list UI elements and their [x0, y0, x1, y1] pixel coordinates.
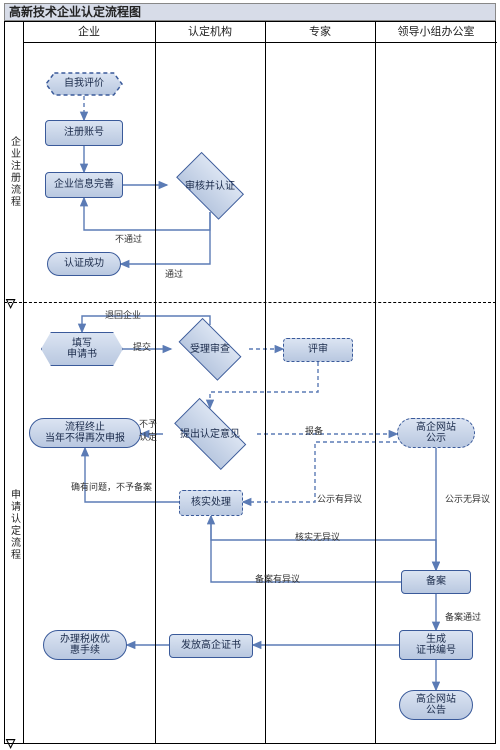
edge-label: 备案有异议 [255, 572, 300, 585]
node-fill_app: 填写 申请书 [41, 332, 123, 366]
node-site_announce: 高企网站 公告 [399, 690, 473, 720]
header-bottom-line [23, 42, 497, 43]
node-propose_opinion: 提出认定意见 [163, 408, 257, 460]
phase-divider [4, 302, 496, 303]
lane-boundary [23, 22, 24, 743]
lane-header-expert: 专家 [265, 22, 375, 42]
node-site_public: 高企网站 公示 [397, 418, 475, 448]
lane-header-agency: 认定机构 [155, 22, 265, 42]
edge-filing-verify [211, 516, 401, 582]
edge-label: 通过 [165, 267, 183, 280]
node-accept_review: 受理审查 [171, 325, 249, 373]
node-filing: 备案 [401, 570, 471, 594]
edge-label: 公示无异议 [445, 492, 490, 505]
node-complete_info: 企业信息完善 [45, 172, 123, 198]
edge-label: 退回企业 [105, 308, 141, 321]
node-audit_cert: 审核并认证 [167, 160, 253, 212]
node-expert_review: 评审 [283, 338, 353, 362]
edge-label: 备案通过 [445, 610, 481, 623]
edge-label: 不通过 [115, 232, 142, 245]
diagram-frame: 企业认定机构专家领导小组办公室企业注册流程申请认定流程 自我评价注册账号企业信息完… [4, 21, 496, 744]
node-issue_cert: 发放高企证书 [169, 634, 253, 658]
edge-verify-filing [211, 516, 436, 570]
lane-boundary [375, 22, 376, 743]
diagram-title: 高新技术企业认定流程图 [4, 3, 496, 21]
node-terminate: 流程终止 当年不得再次申报 [29, 418, 141, 448]
lane-header-enterprise: 企业 [23, 22, 155, 42]
edge-label: 公示有异议 [317, 492, 362, 505]
edge-label: 提交 [133, 340, 151, 353]
node-self_eval: 自我评价 [45, 72, 123, 96]
edge-label: 核实无异议 [295, 530, 340, 543]
lane-boundary [265, 22, 266, 743]
node-gen_cert_no: 生成 证书编号 [399, 630, 473, 660]
edge-label: 不予 认定 [139, 417, 157, 443]
node-tax_pref: 办理税收优 惠手续 [43, 630, 127, 660]
phase-marker: ▽ [6, 296, 15, 310]
phase-label-app: 申请认定流程 [5, 304, 23, 745]
edge-label: 确有问题，不予备案 [71, 480, 152, 493]
node-verify: 核实处理 [179, 490, 243, 516]
lane-boundary [155, 22, 156, 743]
phase-label-reg: 企业注册流程 [5, 42, 23, 302]
node-register: 注册账号 [45, 120, 123, 146]
lane-header-office: 领导小组办公室 [375, 22, 497, 42]
edge-label: 报备 [305, 424, 323, 437]
node-cert_success: 认证成功 [47, 252, 121, 276]
